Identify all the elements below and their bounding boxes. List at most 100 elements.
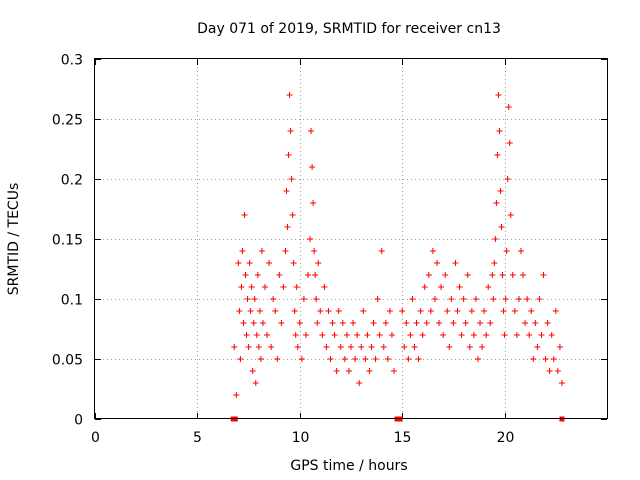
data-point bbox=[425, 272, 432, 278]
data-point bbox=[276, 272, 283, 278]
data-point bbox=[304, 272, 311, 278]
data-point bbox=[315, 260, 322, 266]
data-point bbox=[278, 320, 285, 326]
data-point bbox=[494, 152, 501, 158]
data-point bbox=[479, 344, 486, 350]
data-point bbox=[444, 308, 451, 314]
data-point bbox=[411, 344, 418, 350]
data-point bbox=[558, 380, 565, 386]
data-point bbox=[298, 356, 305, 362]
data-point bbox=[251, 296, 258, 302]
data-point bbox=[462, 320, 469, 326]
data-point bbox=[339, 320, 346, 326]
data-point bbox=[434, 260, 441, 266]
data-point bbox=[372, 356, 379, 362]
data-point bbox=[454, 308, 461, 314]
data-point bbox=[343, 332, 350, 338]
data-point bbox=[323, 344, 330, 350]
x-tick-label: 5 bbox=[193, 430, 202, 446]
data-point bbox=[253, 332, 260, 338]
axis-layer: 0 5 10 15 20 0 0.05 0.1 0.15 0.2 0.25 0.3 bbox=[52, 53, 607, 446]
data-point bbox=[286, 92, 293, 98]
data-point bbox=[388, 332, 395, 338]
data-point bbox=[302, 332, 309, 338]
data-point bbox=[399, 308, 406, 314]
data-point bbox=[289, 212, 296, 218]
data-point bbox=[472, 296, 479, 302]
data-point bbox=[468, 308, 475, 314]
data-point bbox=[487, 320, 494, 326]
data-point bbox=[231, 344, 238, 350]
y-axis-label: SRMTID / TECUs bbox=[6, 183, 22, 296]
data-point bbox=[325, 308, 332, 314]
data-point bbox=[337, 344, 344, 350]
data-point bbox=[511, 308, 518, 314]
data-point bbox=[530, 356, 537, 362]
data-point bbox=[513, 332, 520, 338]
data-point bbox=[440, 332, 447, 338]
data-point bbox=[308, 128, 315, 134]
y-tick-label: 0.1 bbox=[61, 293, 83, 309]
data-point bbox=[335, 308, 342, 314]
data-point bbox=[550, 356, 557, 362]
data-point bbox=[237, 356, 244, 362]
data-point bbox=[300, 296, 307, 302]
data-point bbox=[448, 296, 455, 302]
data-point bbox=[258, 248, 265, 254]
data-point bbox=[243, 332, 250, 338]
chart-title: Day 071 of 2019, SRMTID for receiver cn1… bbox=[197, 21, 501, 37]
data-point bbox=[376, 332, 383, 338]
data-point bbox=[249, 368, 256, 374]
data-point bbox=[354, 332, 361, 338]
data-point bbox=[386, 308, 393, 314]
data-point bbox=[250, 320, 257, 326]
data-point bbox=[407, 332, 414, 338]
data-point bbox=[239, 248, 246, 254]
data-point bbox=[492, 236, 499, 242]
y-tick-label: 0.15 bbox=[52, 233, 83, 249]
data-point bbox=[288, 176, 295, 182]
data-point bbox=[261, 284, 268, 290]
data-point bbox=[546, 368, 553, 374]
data-point bbox=[309, 164, 316, 170]
y-tick-label: 0.05 bbox=[52, 353, 83, 369]
data-point bbox=[313, 296, 320, 302]
data-point bbox=[235, 260, 242, 266]
y-tick-label: 0.2 bbox=[61, 173, 83, 189]
data-point bbox=[350, 320, 357, 326]
data-point bbox=[272, 308, 279, 314]
data-point bbox=[368, 344, 375, 350]
data-point bbox=[296, 320, 303, 326]
data-point bbox=[374, 296, 381, 302]
data-point bbox=[280, 284, 287, 290]
data-point bbox=[307, 236, 314, 242]
data-point bbox=[348, 344, 354, 350]
data-point bbox=[321, 284, 328, 290]
data-point bbox=[285, 152, 292, 158]
data-point bbox=[496, 128, 503, 134]
data-point bbox=[507, 212, 514, 218]
data-point bbox=[283, 188, 290, 194]
data-point bbox=[282, 248, 289, 254]
data-point bbox=[544, 320, 551, 326]
data-point bbox=[504, 176, 511, 182]
data-point bbox=[498, 224, 505, 230]
data-point bbox=[256, 308, 263, 314]
data-point bbox=[536, 296, 543, 302]
data-point bbox=[242, 272, 249, 278]
data-point bbox=[483, 332, 490, 338]
data-point bbox=[274, 356, 281, 362]
data-point bbox=[517, 248, 524, 254]
data-point bbox=[495, 92, 502, 98]
data-point bbox=[489, 272, 496, 278]
data-point bbox=[238, 284, 245, 290]
data-point bbox=[491, 260, 498, 266]
data-point bbox=[405, 356, 412, 362]
data-point bbox=[429, 248, 436, 254]
data-point bbox=[548, 332, 555, 338]
x-tick-label: 15 bbox=[394, 430, 412, 446]
data-point bbox=[460, 296, 467, 302]
data-points bbox=[231, 92, 565, 398]
data-point bbox=[524, 296, 531, 302]
